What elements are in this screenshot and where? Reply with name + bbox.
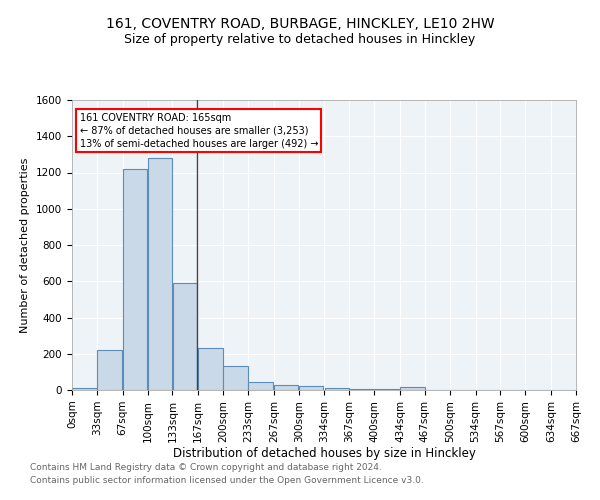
- Bar: [72, 388, 97, 390]
- Bar: [299, 386, 323, 390]
- Bar: [97, 350, 122, 390]
- X-axis label: Distribution of detached houses by size in Hinckley: Distribution of detached houses by size …: [173, 448, 475, 460]
- Bar: [248, 382, 273, 390]
- Bar: [199, 348, 223, 390]
- Text: Contains HM Land Registry data © Crown copyright and database right 2024.: Contains HM Land Registry data © Crown c…: [30, 464, 382, 472]
- Bar: [123, 169, 148, 390]
- Bar: [325, 388, 349, 390]
- Text: 161 COVENTRY ROAD: 165sqm
← 87% of detached houses are smaller (3,253)
13% of se: 161 COVENTRY ROAD: 165sqm ← 87% of detac…: [80, 112, 318, 149]
- Bar: [148, 158, 172, 390]
- Bar: [173, 283, 197, 390]
- Text: 161, COVENTRY ROAD, BURBAGE, HINCKLEY, LE10 2HW: 161, COVENTRY ROAD, BURBAGE, HINCKLEY, L…: [106, 18, 494, 32]
- Bar: [274, 386, 298, 390]
- Bar: [223, 366, 248, 390]
- Text: Size of property relative to detached houses in Hinckley: Size of property relative to detached ho…: [124, 32, 476, 46]
- Bar: [350, 389, 374, 390]
- Bar: [374, 389, 399, 390]
- Bar: [400, 388, 425, 390]
- Y-axis label: Number of detached properties: Number of detached properties: [20, 158, 31, 332]
- Text: Contains public sector information licensed under the Open Government Licence v3: Contains public sector information licen…: [30, 476, 424, 485]
